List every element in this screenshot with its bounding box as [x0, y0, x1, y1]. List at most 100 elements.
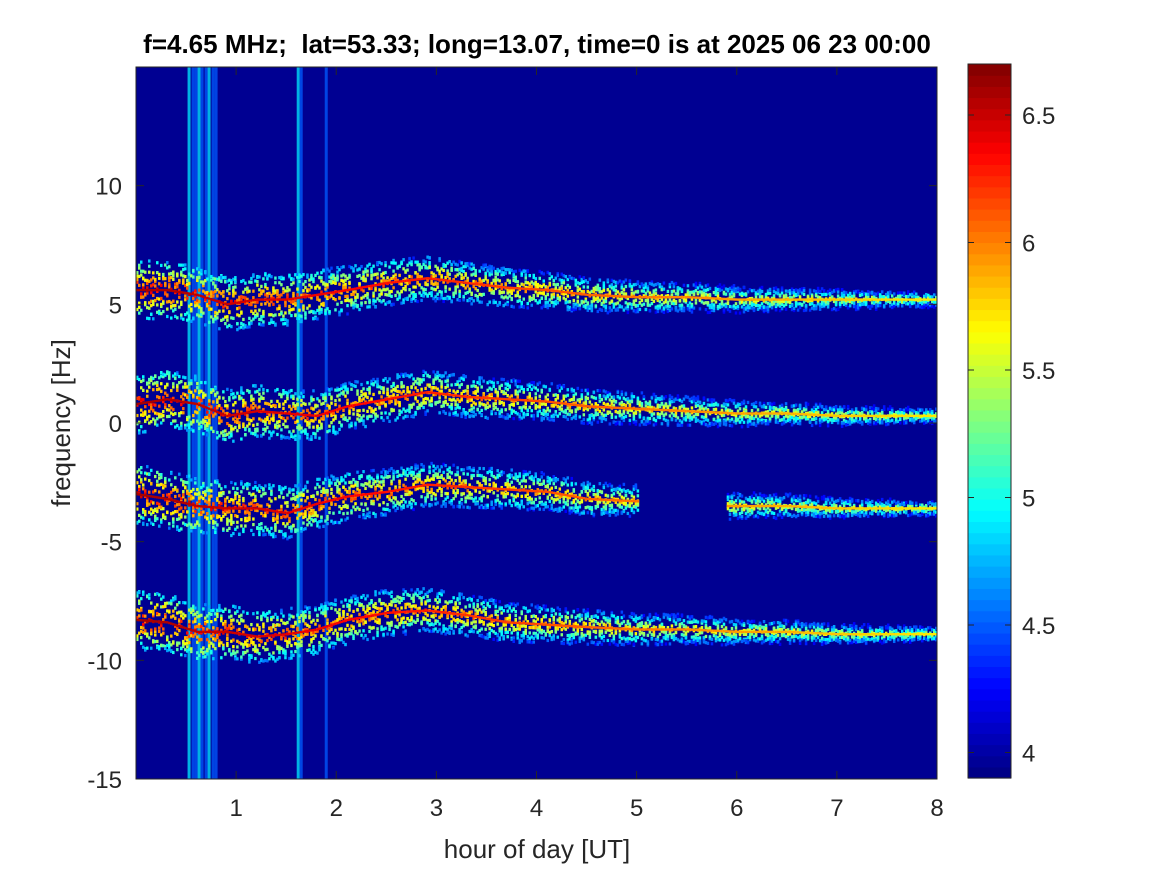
spectrogram-cell [358, 267, 361, 271]
spectrogram-cell [920, 305, 924, 310]
spectrogram-cell [210, 294, 213, 298]
spectrogram-cell [310, 277, 313, 281]
spectrogram-cell [390, 281, 393, 284]
spectrogram-cell [306, 432, 309, 437]
spectrogram-cell [544, 414, 548, 418]
spectrogram-cell [226, 406, 229, 410]
spectrogram-cell [396, 266, 399, 270]
spectrogram-cell [556, 272, 560, 276]
spectrogram-cell [606, 311, 610, 315]
spectrogram-cell [260, 418, 263, 422]
spectrogram-cell [184, 312, 187, 317]
spectrogram-cell [494, 275, 497, 279]
spectrogram-cell [194, 300, 197, 305]
spectrogram-cell [208, 415, 211, 420]
spectrogram-cell [318, 298, 321, 302]
spectrogram-cell [234, 425, 237, 430]
spectrogram-cell [352, 306, 355, 310]
spectrogram-cell [216, 430, 219, 435]
spectrogram-cell [218, 309, 221, 313]
spectrogram-cell [568, 403, 572, 406]
spectrogram-cell [332, 425, 335, 429]
spectrogram-cell [216, 299, 219, 303]
spectrogram-cell [586, 405, 590, 408]
spectrogram-cell [506, 278, 509, 282]
spectrogram-cell [750, 303, 754, 307]
spectrogram-cell [326, 307, 329, 311]
spectrogram-cell [592, 396, 596, 400]
spectrogram-cell [830, 290, 834, 294]
spectrogram-cell [820, 298, 824, 301]
spectrogram-cell [198, 422, 201, 426]
spectrogram-cell [354, 299, 357, 303]
spectrogram-cell [706, 310, 710, 315]
spectrogram-cell [234, 276, 237, 280]
spectrogram-cell [500, 285, 503, 289]
spectrogram-cell [860, 293, 864, 297]
spectrogram-cell [198, 401, 201, 406]
spectrogram-cell [754, 298, 758, 301]
spectrogram-cell [308, 422, 311, 426]
spectrogram-cell [566, 402, 570, 406]
spectrogram-cell [430, 279, 433, 284]
spectrogram-cell [214, 289, 217, 294]
spectrogram-cell [548, 277, 552, 281]
spectrogram-cell [402, 389, 405, 393]
spectrogram-cell [154, 298, 157, 303]
spectrogram-cell [510, 304, 513, 308]
spectrogram-cell [262, 391, 265, 395]
spectrogram-cell [826, 305, 830, 309]
spectrogram-cell [748, 300, 752, 305]
spectrogram-cell [926, 293, 930, 297]
spectrogram-cell [664, 299, 668, 303]
spectrogram-cell [186, 286, 189, 290]
spectrogram-cell [568, 413, 572, 417]
spectrogram-cell [172, 412, 175, 417]
spectrogram-cell [738, 301, 742, 305]
spectrogram-cell [352, 292, 355, 296]
spectrogram-cell [136, 277, 139, 282]
spectrogram-cell [410, 297, 413, 302]
spectrogram-cell [160, 283, 163, 287]
spectrogram-cell [424, 371, 427, 375]
spectrogram-cell [440, 290, 443, 294]
spectrogram-cell [580, 395, 584, 399]
spectrogram-cell [596, 299, 600, 304]
spectrogram-cell [292, 394, 295, 398]
spectrogram-cell [176, 273, 179, 277]
spectrogram-cell [480, 376, 483, 380]
spectrogram-cell [148, 381, 151, 385]
spectrogram-cell [272, 286, 275, 290]
spectrogram-cell [494, 402, 497, 406]
spectrogram-cell [388, 419, 391, 424]
spectrogram-cell [386, 276, 389, 280]
spectrogram-cell [492, 284, 495, 288]
spectrogram-cell [652, 296, 656, 299]
spectrogram-cell [514, 294, 517, 298]
spectrogram-cell [560, 407, 564, 411]
spectrogram-cell [250, 280, 253, 284]
spectrogram-cell [466, 389, 469, 393]
spectrogram-cell [550, 400, 554, 404]
spectrogram-cell [340, 414, 343, 418]
spectrogram-cell [412, 290, 415, 295]
spectrogram-cell [238, 314, 241, 318]
spectrogram-cell [500, 383, 503, 387]
spectrogram-cell [254, 304, 257, 308]
spectrogram-cell [594, 285, 598, 289]
spectrogram-cell [498, 410, 501, 414]
spectrogram-cell [588, 420, 592, 424]
spectrogram-cell [446, 280, 449, 284]
spectrogram-cell [284, 391, 287, 395]
spectrogram-cell [262, 312, 265, 316]
spectrogram-cell [932, 300, 936, 304]
spectrogram-cell [608, 406, 612, 409]
spectrogram-cell [600, 405, 604, 409]
spectrogram-cell [694, 289, 698, 293]
spectrogram-cell [274, 425, 277, 429]
spectrogram-cell [728, 298, 732, 301]
spectrogram-cell [334, 399, 337, 403]
spectrogram-cell [580, 278, 584, 282]
spectrogram-cell [814, 307, 818, 311]
spectrogram-cell [528, 405, 531, 409]
